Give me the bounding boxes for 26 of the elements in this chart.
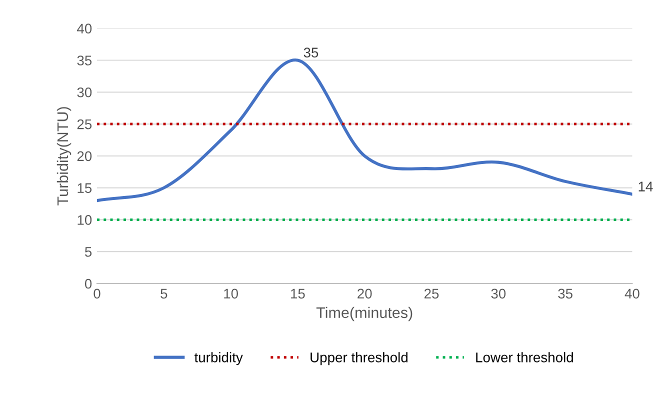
x-tick-label: 20: [358, 288, 372, 299]
x-tick-label: 0: [94, 288, 100, 299]
y-tick-label: 10: [78, 215, 92, 225]
x-tick-label: 10: [224, 288, 238, 299]
legend-label: turbidity: [194, 352, 243, 366]
x-tick-label: 40: [624, 288, 640, 299]
legend-label: Upper threshold: [310, 352, 408, 366]
x-tick-label: 5: [160, 288, 168, 299]
legend-label: Lower threshold: [476, 352, 573, 362]
y-tick-label: 35: [77, 56, 92, 66]
y-tick-label: 30: [77, 87, 92, 98]
x-tick-label: 15: [291, 288, 305, 299]
y-axis-title: Turbidity(NTU): [56, 107, 72, 206]
data-label: 35: [304, 48, 318, 58]
y-tick-label: 25: [77, 119, 92, 130]
x-axis-title: Time(minutes): [316, 306, 412, 322]
line-series: [97, 58, 632, 202]
x-tick-label: 35: [558, 288, 572, 299]
y-tick-label: 5: [84, 247, 92, 257]
y-tick-label: 40: [77, 24, 92, 34]
data-label: 14: [638, 182, 653, 192]
y-tick-label: 20: [77, 151, 92, 162]
y-tick-label: 15: [78, 183, 92, 193]
x-tick-label: 30: [491, 288, 506, 299]
x-tick-label: 25: [424, 288, 439, 299]
y-tick-label: 0: [84, 278, 92, 289]
